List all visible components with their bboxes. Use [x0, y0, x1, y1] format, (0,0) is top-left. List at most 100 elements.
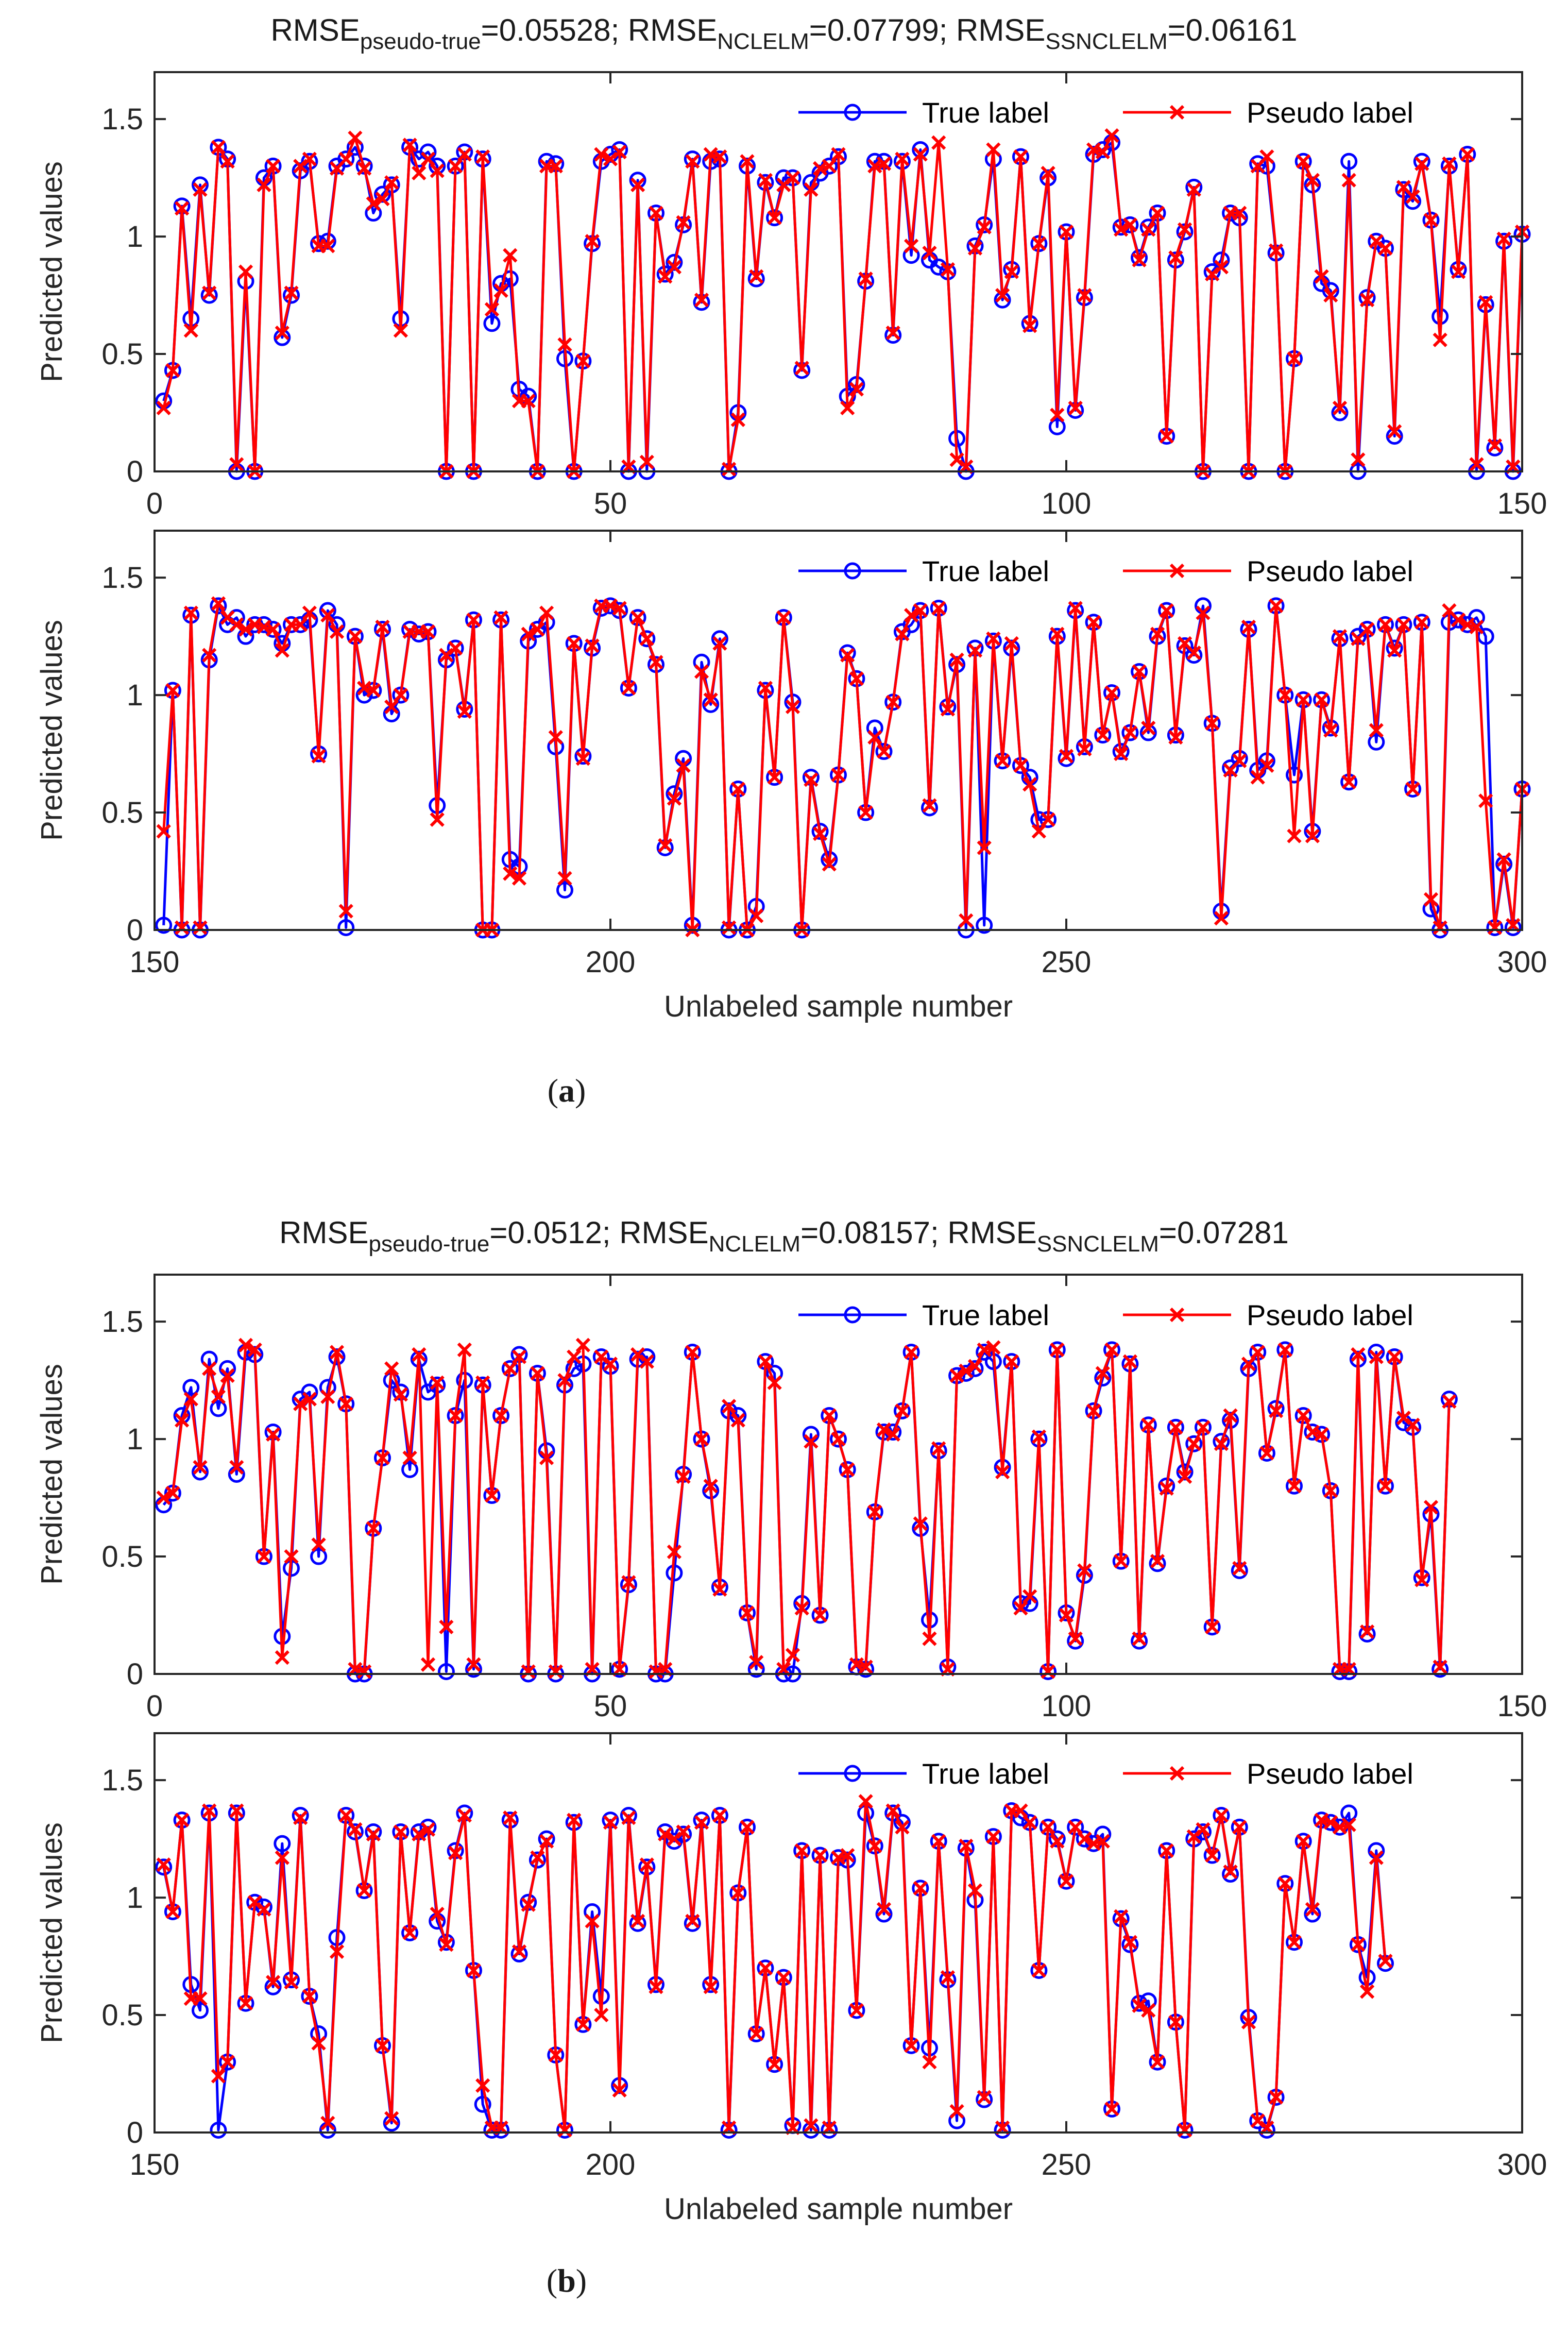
- pseudo-label-point: [1277, 687, 1292, 703]
- pseudo-label-point: [1250, 770, 1265, 785]
- pseudo-label-point: [1068, 1820, 1083, 1835]
- pseudo-label-point: [1132, 664, 1147, 679]
- pseudo-label-point: [785, 699, 800, 715]
- true-label-point: [1258, 2121, 1275, 2139]
- pseudo-label-point: [220, 2055, 235, 2070]
- pseudo-label-point: [1351, 452, 1366, 467]
- pseudo-label-point: [1250, 1345, 1265, 1360]
- legend-true-label: True label: [922, 1299, 1049, 1331]
- pseudo-label-point: [995, 287, 1010, 303]
- pseudo-label-point: [740, 1605, 755, 1620]
- pseudo-label-point: [1159, 429, 1174, 444]
- y-tick-label: 1: [127, 1881, 143, 1915]
- true-label-point: [1185, 1435, 1203, 1452]
- pseudo-label-point: [375, 2038, 390, 2053]
- pseudo-label-point: [338, 151, 353, 166]
- x-axis-label: Unlabeled sample number: [664, 990, 1013, 1023]
- pseudo-label-point: [1068, 400, 1083, 416]
- pseudo-label-point: [384, 699, 399, 715]
- pseudo-label-point: [356, 1664, 372, 1679]
- pseudo-label-point: [402, 1450, 417, 1465]
- true-label-point: [1048, 418, 1066, 435]
- pseudo-label-point: [338, 1808, 353, 1823]
- pseudo-label-point: [1031, 824, 1047, 839]
- pseudo-label-point: [1323, 1815, 1338, 1830]
- pseudo-label-point: [1405, 1417, 1420, 1432]
- pseudo-label-point: [1168, 2015, 1183, 2029]
- pseudo-label-point: [849, 2003, 864, 2018]
- y-tick-label: 1: [127, 679, 143, 712]
- pseudo-label-point: [174, 201, 190, 216]
- pseudo-label-point: [977, 219, 992, 235]
- pseudo-label-point: [922, 245, 937, 261]
- pseudo-label-point: [767, 1375, 782, 1390]
- figure-a-caption: (a): [547, 1072, 586, 1109]
- pseudo-label-point: [1086, 615, 1101, 630]
- pseudo-label-point: [895, 627, 910, 641]
- pseudo-label-point: [1414, 156, 1429, 171]
- pseudo-label-point: [420, 1822, 436, 1837]
- pseudo-label-line: [163, 1344, 1451, 1673]
- y-tick-label: 1.5: [101, 1764, 143, 1797]
- pseudo-label-point: [539, 605, 554, 620]
- pseudo-label-point: [840, 1848, 855, 1863]
- plot-area: [155, 1733, 1522, 2132]
- pseudo-label-point: [1059, 749, 1074, 764]
- pseudo-label-point: [986, 1829, 1001, 1844]
- pseudo-label-point: [794, 361, 809, 376]
- pseudo-label-point: [1059, 1874, 1074, 1889]
- pseudo-label-point: [621, 1575, 636, 1590]
- pseudo-label-point: [931, 1834, 946, 1849]
- pseudo-label-point: [676, 1824, 691, 1839]
- pseudo-label-point: [1041, 165, 1055, 181]
- pseudo-label-point: [1259, 1446, 1274, 1461]
- pseudo-label-point: [1287, 1479, 1302, 1494]
- true-label-point: [1386, 639, 1403, 657]
- pseudo-label-point: [1442, 156, 1457, 171]
- pseudo-label-point: [840, 400, 855, 416]
- pseudo-label-point: [630, 610, 645, 625]
- pseudo-label-point: [1177, 222, 1192, 237]
- pseudo-label-point: [229, 617, 244, 632]
- true-label-point: [210, 597, 227, 615]
- pseudo-label-point: [1396, 617, 1411, 632]
- pseudo-label-point: [448, 1846, 463, 1860]
- pseudo-label-point: [1314, 692, 1329, 707]
- pseudo-label-point: [174, 1413, 190, 1428]
- pseudo-label-point: [812, 1607, 828, 1623]
- axes-box: [154, 71, 1523, 472]
- pseudo-label-point: [183, 323, 198, 338]
- pseudo-label-point: [1022, 1815, 1037, 1830]
- true-label-point: [656, 265, 674, 283]
- pseudo-label-point: [749, 1655, 764, 1670]
- pseudo-label-point: [211, 2069, 226, 2084]
- pseudo-label-point: [885, 325, 900, 341]
- pseudo-label-point: [293, 1396, 308, 1411]
- true-label-point: [976, 917, 993, 934]
- pseudo-label-point: [356, 161, 372, 176]
- pseudo-label-point: [548, 730, 563, 745]
- pseudo-label-point: [1031, 1963, 1047, 1978]
- title-subscript: NCLELM: [708, 1231, 801, 1257]
- true-label-point: [1139, 218, 1157, 236]
- pseudo-label-point: [402, 138, 417, 153]
- legend-pseudo-marker: [1169, 1307, 1185, 1323]
- pseudo-label-point: [1359, 293, 1375, 308]
- pseudo-label-point: [785, 171, 800, 185]
- pseudo-label-point: [229, 457, 244, 472]
- figure-a-plots: 0 0.5 1 1.5 0 50 100 150 Predicted values True la…: [35, 71, 1547, 1023]
- pseudo-label-point: [712, 636, 727, 651]
- pseudo-label-point: [165, 1485, 180, 1501]
- pseudo-label-point: [1095, 1366, 1110, 1381]
- pseudo-label-point: [949, 2104, 964, 2119]
- pseudo-label-point: [1150, 1554, 1165, 1569]
- true-label-point: [328, 1348, 346, 1366]
- pseudo-label-point: [193, 920, 208, 935]
- pseudo-label-point: [995, 753, 1010, 768]
- pseudo-label-point: [730, 412, 745, 427]
- pseudo-label-point: [986, 1340, 1001, 1355]
- pseudo-label-point: [329, 1944, 345, 1959]
- title-subscript: NCLELM: [717, 29, 809, 54]
- true-label-point: [1121, 1936, 1139, 1953]
- x-tick-label: 0: [146, 487, 163, 520]
